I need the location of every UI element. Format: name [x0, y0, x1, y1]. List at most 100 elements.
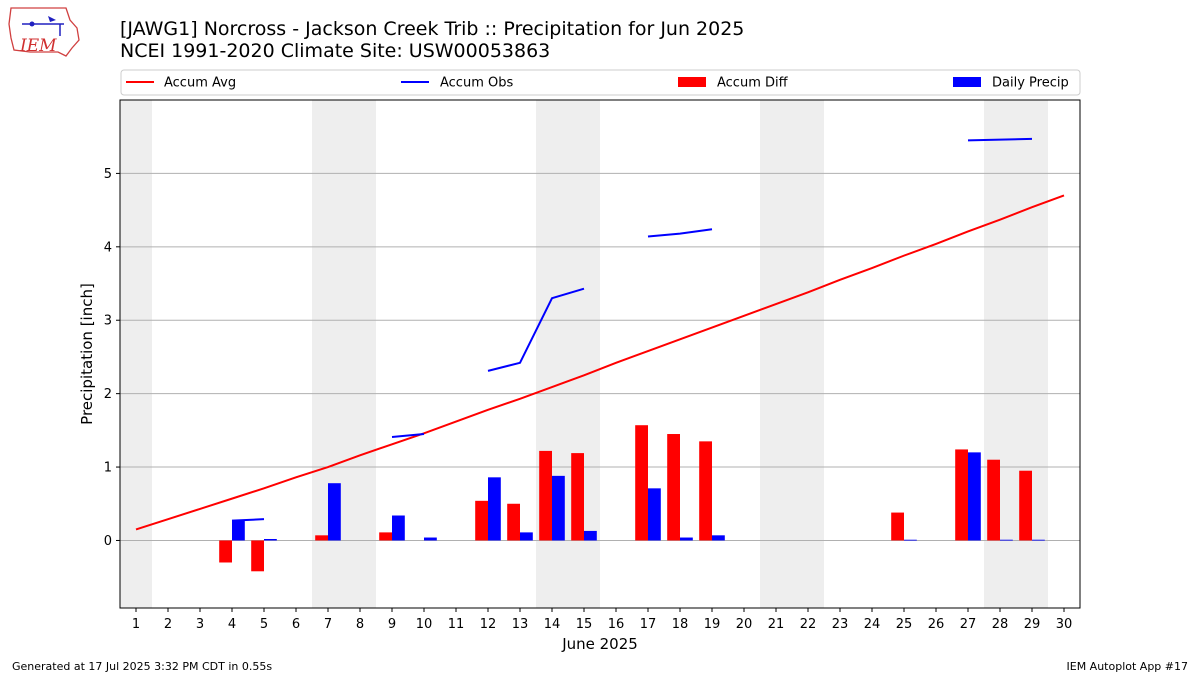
x-tick-label: 21 — [768, 617, 785, 632]
x-tick-label: 28 — [992, 617, 1009, 632]
y-tick-label: 1 — [104, 461, 112, 476]
x-tick-label: 13 — [512, 617, 529, 632]
bar-accum-diff — [475, 500, 488, 541]
bar-accum-diff — [667, 434, 680, 541]
x-tick-label: 16 — [608, 617, 625, 632]
bar-daily-precip — [712, 535, 725, 541]
x-tick-label: 8 — [356, 617, 364, 632]
bar-accum-diff — [539, 450, 552, 541]
x-tick-label: 19 — [704, 617, 721, 632]
gridlines — [120, 172, 1080, 541]
y-tick-label: 5 — [104, 167, 112, 182]
x-tick-label: 20 — [736, 617, 753, 632]
x-tick-label: 23 — [832, 617, 849, 632]
line-accum-obs-segment — [487, 287, 585, 372]
x-tick-label: 3 — [196, 617, 204, 632]
y-tick-label: 0 — [104, 534, 112, 549]
legend-frame — [120, 69, 1081, 96]
bar-daily-precip — [1032, 539, 1045, 541]
line-accum-obs-segment — [967, 137, 1033, 142]
bar-daily-precip — [1000, 539, 1013, 541]
bar-accum-diff — [507, 503, 520, 541]
legend-entry-daily-precip: Daily Precip — [953, 76, 1069, 91]
bar-accum-diff — [379, 532, 392, 541]
bar-accum-diff — [1019, 470, 1032, 541]
series-lines — [135, 137, 1065, 531]
x-tick-label: 15 — [576, 617, 593, 632]
bar-daily-precip — [648, 488, 661, 541]
chart-title: [JAWG1] Norcross - Jackson Creek Trib ::… — [120, 18, 744, 40]
legend-swatch-daily-precip — [953, 77, 981, 87]
bar-daily-precip — [424, 537, 437, 541]
weekend-shade-band — [312, 100, 376, 608]
x-tick-label: 5 — [260, 617, 268, 632]
x-tick-label: 2 — [164, 617, 172, 632]
legend-swatch-accum-diff — [678, 77, 706, 87]
bars — [219, 425, 1045, 572]
bar-daily-precip — [584, 530, 597, 541]
x-tick-label: 9 — [388, 617, 396, 632]
bar-daily-precip — [552, 475, 565, 541]
weekend-shading — [120, 100, 1048, 608]
x-tick-label: 17 — [640, 617, 657, 632]
y-tick-label: 2 — [104, 387, 112, 402]
x-tick-label: 6 — [292, 617, 300, 632]
line-accum-obs-segment — [647, 228, 713, 238]
legend-entry-accum-avg: Accum Avg — [126, 76, 236, 91]
bar-daily-precip — [392, 515, 405, 541]
bar-daily-precip — [520, 532, 533, 541]
bar-daily-precip — [328, 483, 341, 541]
y-tick-label: 4 — [104, 240, 112, 255]
logo-text: IEM — [19, 36, 57, 56]
plot-frame — [119, 99, 1081, 609]
footer-generated: Generated at 17 Jul 2025 3:32 PM CDT in … — [12, 660, 272, 673]
legend: Accum Avg Accum Obs Accum Diff Daily Pre… — [120, 69, 1081, 96]
y-tick-label: 3 — [104, 314, 112, 329]
chart-subtitle: NCEI 1991-2020 Climate Site: USW00053863 — [120, 40, 550, 62]
x-tick-label: 25 — [896, 617, 913, 632]
iem-logo: IEM — [8, 7, 80, 57]
x-tick-label: 10 — [416, 617, 433, 632]
bar-accum-diff — [635, 425, 648, 541]
x-tick-label: 30 — [1056, 617, 1073, 632]
legend-label-accum-obs: Accum Obs — [440, 76, 513, 91]
weekend-shade-band — [120, 100, 152, 608]
legend-label-accum-diff: Accum Diff — [717, 76, 789, 91]
bar-accum-diff — [571, 453, 584, 541]
x-tick-label: 22 — [800, 617, 817, 632]
bar-accum-diff — [891, 512, 904, 541]
line-accum-avg — [135, 194, 1065, 531]
x-axis-label: June 2025 — [561, 635, 638, 653]
x-tick-label: 27 — [960, 617, 977, 632]
bar-daily-precip — [488, 477, 501, 541]
x-tick-label: 18 — [672, 617, 689, 632]
bar-daily-precip — [232, 520, 245, 541]
x-tick-label: 12 — [480, 617, 497, 632]
bar-accum-diff — [955, 449, 968, 541]
bar-daily-precip — [904, 539, 917, 541]
bar-accum-diff — [315, 535, 328, 541]
legend-label-accum-avg: Accum Avg — [164, 76, 236, 91]
y-axis-label: Precipitation [inch] — [78, 283, 96, 425]
legend-entry-accum-obs: Accum Obs — [401, 76, 513, 91]
bar-daily-precip — [680, 537, 693, 541]
x-tick-label: 26 — [928, 617, 945, 632]
footer-app: IEM Autoplot App #17 — [1067, 660, 1189, 673]
bar-accum-diff — [219, 540, 232, 563]
x-tick-label: 14 — [544, 617, 561, 632]
x-tick-label: 24 — [864, 617, 881, 632]
x-tick-label: 29 — [1024, 617, 1041, 632]
line-accum-obs-segment — [391, 433, 425, 438]
bar-daily-precip — [968, 452, 981, 541]
weekend-shade-band — [760, 100, 824, 608]
bar-accum-diff — [251, 540, 264, 572]
x-tick-label: 4 — [228, 617, 236, 632]
legend-entry-accum-diff: Accum Diff — [678, 76, 789, 91]
x-tick-label: 11 — [448, 617, 465, 632]
x-tick-label: 7 — [324, 617, 332, 632]
line-accum-obs-segment — [231, 518, 265, 522]
x-tick-label: 1 — [132, 617, 140, 632]
bar-daily-precip — [264, 538, 277, 541]
bar-accum-diff — [699, 441, 712, 541]
